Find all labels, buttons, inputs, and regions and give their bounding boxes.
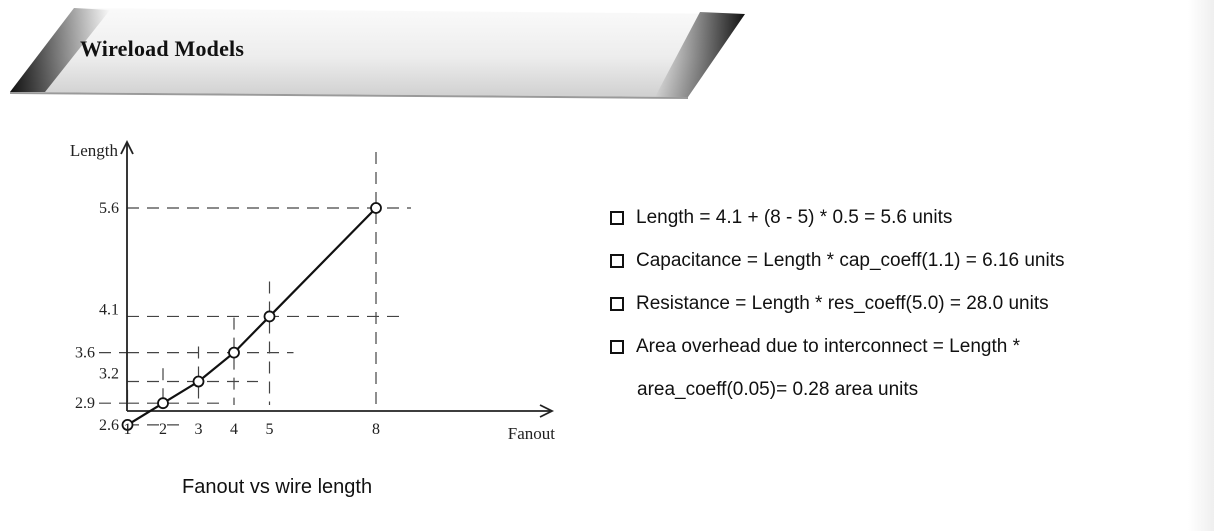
- data-point-marker: [157, 397, 169, 410]
- data-point-marker: [121, 418, 134, 431]
- note-text: Resistance = Length * res_coeff(5.0) = 2…: [636, 292, 1049, 314]
- right-edge-shade: [1188, 0, 1214, 531]
- x-tick-label: 2: [159, 421, 167, 438]
- banner-shape: [9, 8, 745, 99]
- y-tick-label: 3.6: [75, 345, 95, 362]
- note-text: Capacitance = Length * cap_coeff(1.1) = …: [636, 249, 1065, 271]
- chart-axes: Length Fanout: [70, 139, 556, 443]
- y-axis-title: Length: [70, 141, 119, 160]
- y-tick-label: 3.2: [99, 366, 119, 383]
- note-resistance: Resistance = Length * res_coeff(5.0) = 2…: [610, 282, 1200, 325]
- data-point-marker: [370, 202, 382, 214]
- x-axis-title: Fanout: [508, 424, 556, 443]
- data-series: [126, 207, 377, 426]
- x-tick-label: 3: [195, 421, 203, 438]
- y-tick-label: 2.6: [99, 417, 119, 434]
- note-area-overhead: Area overhead due to interconnect = Leng…: [610, 325, 1200, 368]
- square-bullet-icon: [610, 210, 624, 225]
- data-point-marker: [263, 310, 276, 323]
- note-text: Area overhead due to interconnect = Leng…: [636, 335, 1020, 357]
- fanout-length-chart: Length Fanout 1 2 3 4 5 8 2.62.93.23.6 4.1 5.6: [70, 139, 556, 443]
- note-capacitance: Capacitance = Length * cap_coeff(1.1) = …: [610, 239, 1200, 282]
- square-bullet-icon: [610, 296, 624, 311]
- y-tick-label: 2.9: [75, 395, 95, 412]
- x-tick-label: 5: [266, 421, 274, 438]
- notes-list: Length = 4.1 + (8 - 5) * 0.5 = 5.6 units…: [610, 196, 1200, 411]
- note-text: Length = 4.1 + (8 - 5) * 0.5 = 5.6 units: [636, 206, 953, 228]
- y-tick-label: 5.6: [99, 200, 119, 217]
- page-title: Wireload Models: [80, 36, 245, 61]
- y-tick-label: 4.1: [99, 301, 119, 318]
- x-tick-label: 8: [372, 421, 380, 438]
- x-axis-arrowhead: [539, 404, 555, 418]
- note-length: Length = 4.1 + (8 - 5) * 0.5 = 5.6 units: [610, 196, 1200, 239]
- x-tick-label: 1: [124, 421, 132, 438]
- note-text: area_coeff(0.05)= 0.28 area units: [637, 378, 919, 400]
- y-tick-labels: 2.62.93.23.6 4.1 5.6: [75, 200, 119, 434]
- data-markers: [121, 202, 382, 431]
- square-bullet-icon: [610, 253, 624, 268]
- x-tick-label: 4: [230, 421, 238, 438]
- data-point-marker: [192, 375, 205, 388]
- square-bullet-icon: [610, 339, 624, 354]
- dashed-guides: [99, 152, 411, 426]
- y-axis-arrowhead: [120, 139, 134, 155]
- series-line: [126, 207, 377, 426]
- data-point-marker: [228, 346, 240, 359]
- x-tick-labels: 1 2 3 4 5 8: [124, 421, 381, 438]
- title-banner: Wireload Models: [0, 0, 760, 110]
- note-area-overhead-continued: area_coeff(0.05)= 0.28 area units: [610, 368, 1200, 411]
- chart-caption: Fanout vs wire length: [182, 476, 373, 498]
